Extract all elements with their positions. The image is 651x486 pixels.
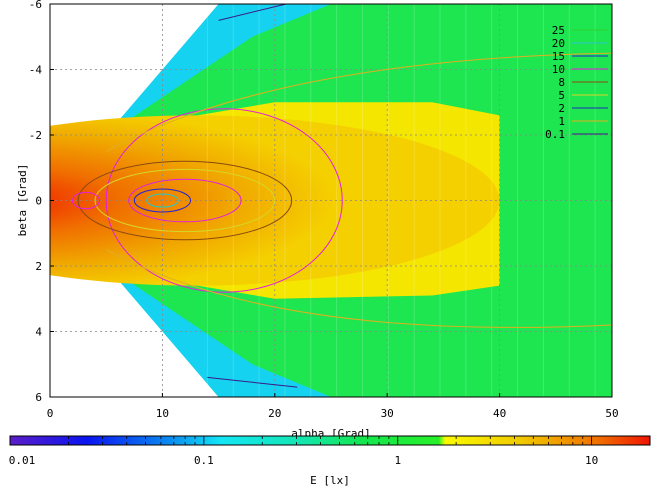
contour-01-bottom xyxy=(207,376,298,388)
x-axis: 0 10 20 30 40 50 xyxy=(47,393,619,420)
legend-label: 15 xyxy=(552,50,565,63)
y-tick-label: 6 xyxy=(35,391,42,404)
colorbar-gradient xyxy=(9,435,651,446)
y-tick-label: -4 xyxy=(29,64,43,77)
x-tick-label: 50 xyxy=(605,407,618,420)
contour-01-top xyxy=(218,3,287,21)
contour-20 xyxy=(146,193,179,208)
colorbar-tick-label: 0.01 xyxy=(9,454,36,467)
legend-label: 25 xyxy=(552,24,565,37)
region-edge-top xyxy=(106,4,331,135)
contour-5 xyxy=(94,168,276,233)
contour-8 xyxy=(77,160,293,241)
contour-10-left xyxy=(71,191,100,210)
y-tick-label: 0 xyxy=(35,195,42,208)
contour-15 xyxy=(133,188,191,213)
x-tick-label: 40 xyxy=(493,407,506,420)
y-axis-label: beta [Grad] xyxy=(16,164,29,237)
legend-label: 20 xyxy=(552,37,565,50)
y-tick-label: -6 xyxy=(29,0,42,11)
contour-layer xyxy=(71,3,613,388)
contour-10 xyxy=(128,178,242,223)
legend-label: 2 xyxy=(558,102,565,115)
legend-label: 0.1 xyxy=(545,128,565,141)
x-tick-label: 30 xyxy=(381,407,394,420)
legend-label: 1 xyxy=(558,115,565,128)
legend-label: 5 xyxy=(558,89,565,102)
colorbar-label: E [lx] xyxy=(310,474,350,486)
y-axis: -6 -4 -2 0 2 4 6 xyxy=(29,0,54,404)
colorbar xyxy=(9,435,651,446)
colorbar-tick-label: 0.1 xyxy=(194,454,214,467)
contour-1-bottom xyxy=(105,249,613,328)
y-tick-label: 2 xyxy=(35,260,42,273)
y-tick-label: -2 xyxy=(29,129,42,142)
legend-label: 8 xyxy=(558,76,565,89)
colorbar-tick-label: 10 xyxy=(585,454,598,467)
colorbar-tick-label: 1 xyxy=(394,454,401,467)
contour-1-top xyxy=(105,52,613,152)
y-tick-label: 4 xyxy=(35,326,42,339)
x-tick-label: 10 xyxy=(156,407,169,420)
colorbar-ticks: 0.01 0.1 1 10 xyxy=(9,436,651,467)
x-tick-label: 0 xyxy=(47,407,54,420)
contour-2 xyxy=(105,108,343,293)
legend-label: 10 xyxy=(552,63,565,76)
x-tick-label: 20 xyxy=(268,407,281,420)
region-edge-bottom xyxy=(106,266,331,397)
